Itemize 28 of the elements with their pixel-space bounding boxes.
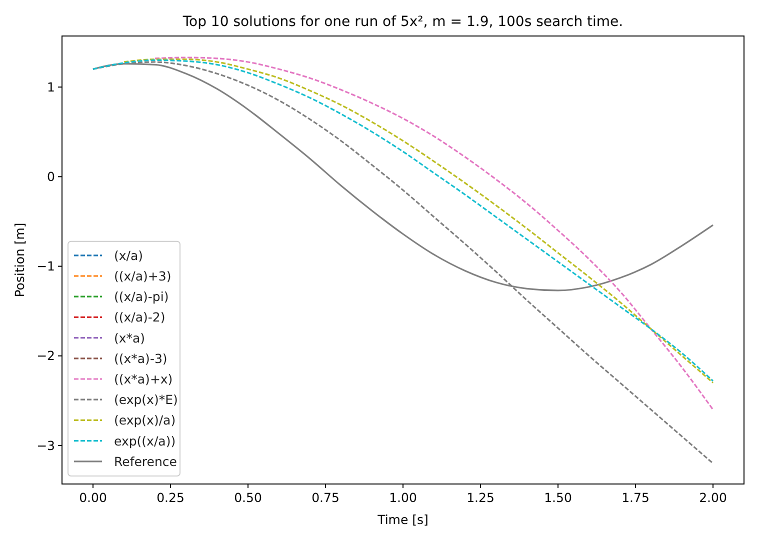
y-tick-label: −1 (36, 258, 55, 274)
y-tick-label: −3 (36, 438, 55, 453)
y-tick-label: −2 (36, 348, 55, 364)
x-tick-label: 1.50 (544, 490, 572, 505)
legend-label: exp((x/a)) (114, 433, 176, 448)
legend-label: (x/a) (114, 248, 144, 263)
chart-title: Top 10 solutions for one run of 5x², m = 1.9, 100s search time. (182, 14, 624, 30)
legend-label: ((x*a)+x) (114, 372, 173, 386)
legend-label: ((x/a)-2) (114, 310, 166, 325)
x-tick-label: 1.25 (466, 490, 494, 505)
x-tick-label: 1.75 (622, 490, 650, 505)
x-tick-label: 2.00 (699, 490, 727, 505)
legend-label: ((x*a)-3) (114, 350, 168, 366)
legend-label: Reference (114, 454, 178, 469)
x-tick-label: 0.00 (79, 490, 107, 505)
y-axis-title: Position [m] (12, 222, 27, 298)
x-tick-label: 0.50 (234, 490, 262, 505)
x-tick-label: 1.00 (389, 490, 417, 505)
x-axis-title: Time [s] (376, 512, 428, 527)
legend-label: (exp(x)*E) (114, 392, 178, 408)
y-tick-label: 1 (47, 79, 55, 94)
y-tick-label: 0 (47, 169, 56, 184)
legend-label: ((x/a)-pi) (114, 289, 169, 304)
x-tick-label: 0.75 (312, 490, 340, 505)
x-tick-label: 0.25 (156, 490, 184, 505)
legend-label: (x*a) (114, 330, 146, 346)
legend-label: (exp(x)/a) (114, 412, 176, 428)
legend-label: ((x/a)+3) (114, 268, 172, 284)
